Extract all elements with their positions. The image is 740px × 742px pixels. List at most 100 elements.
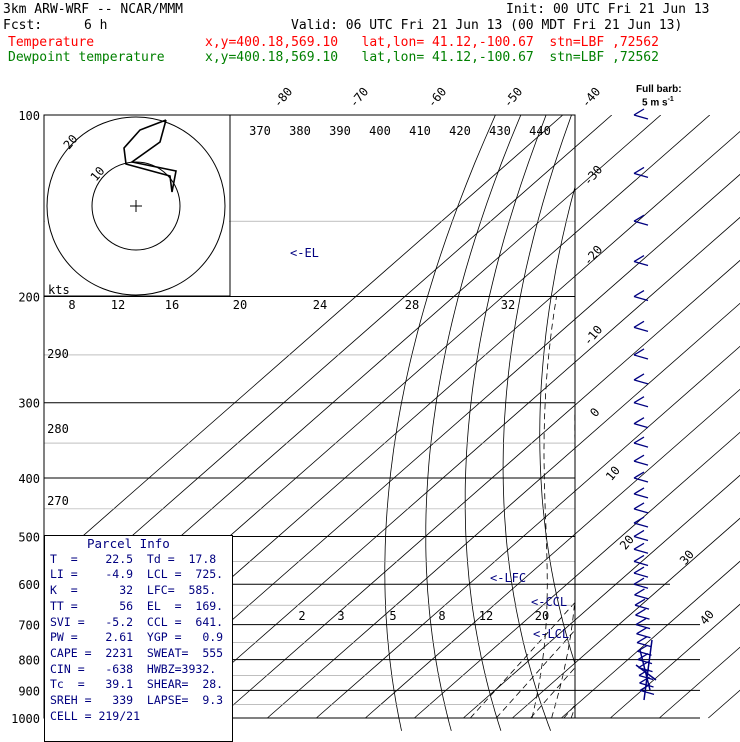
wind-barb — [637, 628, 651, 638]
dry-adiabat-300 — [575, 115, 650, 731]
annotation-ccl: <-CCL — [531, 595, 567, 609]
isotherm-20 — [610, 115, 740, 718]
mixing-ratio-label-5: 5 — [389, 609, 396, 623]
moist-adiabat-20 — [610, 297, 696, 719]
full-barb-legend: Full barb: 5 m s-1 — [636, 85, 682, 108]
wind-barbs — [634, 109, 656, 700]
parcel-info-row: CIN = -638 HWBZ=3932. — [50, 662, 232, 678]
hodograph-speed-label-8: 8 — [68, 298, 75, 312]
wind-barb — [634, 530, 648, 540]
pressure-label-900: 900 — [18, 684, 40, 698]
pressure-label-600: 600 — [18, 578, 40, 592]
temperature-profile — [652, 115, 740, 690]
pressure-label-500: 500 — [18, 530, 40, 544]
isotherm--20 — [414, 115, 740, 718]
wind-barb — [634, 418, 648, 428]
wind-barb — [634, 397, 648, 407]
theta-label-left-280: 280 — [47, 422, 69, 436]
isotherm--40 — [316, 115, 740, 718]
isotherm-label--40: -40 — [579, 85, 604, 111]
pressure-label-800: 800 — [18, 654, 40, 668]
theta-label-420: 420 — [449, 124, 471, 138]
theta-label-390: 390 — [329, 124, 351, 138]
wind-barb — [634, 503, 648, 513]
dry-adiabat-330 — [675, 115, 740, 731]
hodograph-speed-label-20: 20 — [233, 298, 247, 312]
parcel-info-row: TT = 56 EL = 169. — [50, 599, 232, 615]
isotherm-label-10: 10 — [603, 463, 623, 483]
hodograph-speed-label-24: 24 — [313, 298, 327, 312]
wind-barb — [634, 215, 648, 225]
isotherm-label--50: -50 — [501, 85, 526, 111]
theta-label-370: 370 — [249, 124, 271, 138]
parcel-info-row: K = 32 LFC= 585. — [50, 583, 232, 599]
isotherm-label-30: 30 — [677, 547, 697, 567]
profiles — [578, 115, 740, 690]
parcel-info-row: CELL = 219/21 — [50, 709, 232, 725]
wind-barb — [634, 109, 648, 119]
pressure-label-1000: 1000 — [11, 712, 40, 726]
pressure-label-200: 200 — [18, 291, 40, 305]
parcel-info-row: SREH = 339 LAPSE= 9.3 — [50, 693, 232, 709]
dewpoint-profile — [578, 115, 739, 690]
hodograph-unit: kts — [48, 283, 70, 297]
wind-barb — [634, 437, 648, 447]
mixing-ratio-label-20: 20 — [535, 609, 549, 623]
wind-barb — [634, 578, 648, 588]
annotation-el: <-EL — [290, 246, 319, 260]
parcel-info-row: Tc = 39.1 SHEAR= 28. — [50, 677, 232, 693]
theta-label-left-270: 270 — [47, 494, 69, 508]
dry-adiabat-320 — [643, 115, 740, 731]
full-barb-value: 5 m s — [642, 97, 668, 108]
wind-barb — [634, 555, 648, 565]
isotherm-label--10: -10 — [581, 323, 606, 349]
wind-barb — [634, 455, 648, 465]
hodograph-speed-label-28: 28 — [405, 298, 419, 312]
wind-barb — [634, 349, 648, 359]
isotherm-label--70: -70 — [347, 85, 372, 111]
parcel-info-row: SVI = -5.2 CCL = 641. — [50, 615, 232, 631]
isotherm-label--80: -80 — [271, 85, 296, 111]
pressure-label-300: 300 — [18, 397, 40, 411]
wind-barb — [634, 167, 648, 177]
theta-label-left-290: 290 — [47, 347, 69, 361]
moist-adiabat-28 — [650, 297, 740, 719]
hodograph-speed-label-32: 32 — [501, 298, 515, 312]
wind-barb — [634, 567, 648, 577]
isotherm--70 — [169, 115, 740, 718]
theta-label-430: 430 — [489, 124, 511, 138]
annotation-lcl: <-LCL — [533, 627, 569, 641]
full-barb-label: Full barb: — [636, 85, 682, 95]
moist-adiabat-32 — [669, 297, 740, 719]
wind-barb — [634, 291, 648, 301]
wind-barb — [634, 488, 648, 498]
theta-label-400: 400 — [369, 124, 391, 138]
wind-barb — [636, 609, 650, 619]
wind-barb — [634, 321, 648, 331]
theta-label-410: 410 — [409, 124, 431, 138]
pressure-label-100: 100 — [18, 109, 40, 123]
mixing-ratio-label-2: 2 — [298, 609, 305, 623]
parcel-info-row: CAPE = 2231 SWEAT= 555 — [50, 646, 232, 662]
moist-adiabat-16 — [591, 297, 652, 719]
wind-barb — [636, 619, 650, 629]
isotherm-30 — [659, 115, 740, 718]
hodograph-speed-label-12: 12 — [111, 298, 125, 312]
dry-adiabat-350 — [736, 115, 740, 731]
isotherm-label-20: 20 — [617, 532, 637, 552]
isotherm--60 — [218, 115, 740, 718]
pressure-label-700: 700 — [18, 619, 40, 633]
mixing-ratio-lines — [470, 584, 740, 718]
parcel-info-row: T = 22.5 Td = 17.8 — [50, 552, 232, 568]
mixing-ratio-label-12: 12 — [479, 609, 493, 623]
dry-adiabat-250 — [385, 115, 496, 731]
wind-barb — [634, 374, 648, 384]
mixing-ratio-8 — [564, 584, 680, 718]
wind-barb — [635, 589, 649, 599]
parcel-info-row: PW = 2.61 YGP = 0.9 — [50, 630, 232, 646]
theta-label-440: 440 — [529, 124, 551, 138]
mixing-ratio-label-8: 8 — [438, 609, 445, 623]
pressure-label-400: 400 — [18, 472, 40, 486]
parcel-info-title: Parcel Info — [45, 536, 232, 552]
